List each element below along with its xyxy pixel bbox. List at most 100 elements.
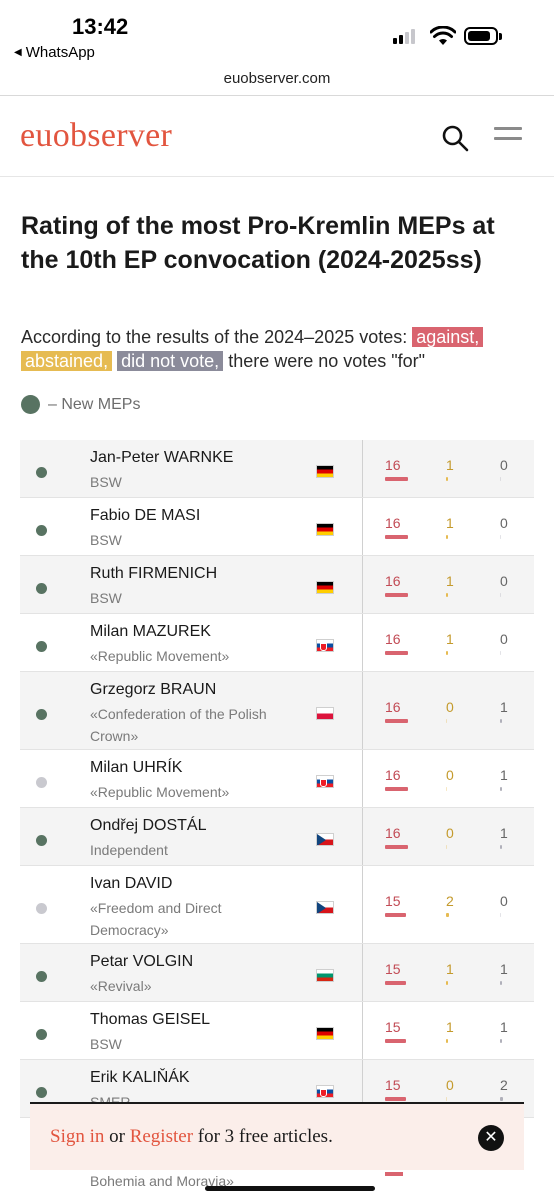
- returning-mep-dot: [36, 777, 47, 788]
- legend-not-voted: did not vote,: [117, 351, 224, 371]
- register-link[interactable]: Register: [129, 1126, 194, 1147]
- not-voted-bar: [500, 593, 501, 597]
- paywall-suffix: for 3 free articles.: [193, 1126, 333, 1147]
- not-voted-bar: [500, 719, 502, 723]
- not-voted-bar: [500, 535, 501, 539]
- mep-name: Erik KALIŇÁK: [90, 1069, 190, 1086]
- status-time: 13:42: [72, 14, 129, 39]
- not-voted-count: 0: [500, 515, 508, 531]
- new-mep-dot: [36, 1029, 47, 1040]
- mep-ranking-table: Jan-Peter WARNKE BSW 16 1 0 Fabio DE MASI BSW 1…: [20, 440, 534, 1118]
- search-icon[interactable]: [440, 123, 470, 153]
- not-voted-count: 1: [500, 825, 508, 841]
- close-icon[interactable]: ✕: [478, 1125, 504, 1151]
- abstained-bar: [446, 981, 448, 985]
- url-bar[interactable]: euobserver.com: [0, 66, 554, 96]
- not-voted-count: 1: [500, 1019, 508, 1035]
- mep-name: Grzegorz BRAUN: [90, 681, 217, 698]
- returning-mep-dot: [36, 903, 47, 914]
- column-divider: [362, 672, 363, 749]
- article-title: Rating of the most Pro-Kremlin MEPs at t…: [21, 212, 495, 274]
- new-meps-label: – New MEPs: [48, 395, 141, 413]
- abstained-count: 1: [446, 1019, 454, 1035]
- new-mep-dot: [36, 1087, 47, 1098]
- mep-party: BSW: [90, 532, 122, 548]
- not-voted-bar: [500, 913, 501, 917]
- against-count: 16: [385, 699, 401, 715]
- mep-party: BSW: [90, 590, 122, 606]
- table-row: Milan UHRÍK «Republic Movement» 16 0 1: [20, 750, 534, 808]
- battery-icon: [464, 27, 502, 45]
- abstained-count: 0: [446, 767, 454, 783]
- mep-name: Ondřej DOSTÁL: [90, 817, 207, 834]
- menu-icon[interactable]: [494, 127, 522, 147]
- abstained-bar: [446, 787, 447, 791]
- site-logo[interactable]: euobserver: [20, 117, 173, 154]
- abstained-bar: [446, 719, 447, 723]
- not-voted-count: 0: [500, 631, 508, 647]
- column-divider: [362, 1060, 363, 1117]
- mep-party: «Revival»: [90, 978, 152, 994]
- legend-abstained: abstained,: [21, 351, 113, 371]
- sign-in-link[interactable]: Sign in: [50, 1126, 105, 1147]
- abstained-bar: [446, 1097, 447, 1101]
- mep-party: BSW: [90, 474, 122, 490]
- site-header: euobserver: [0, 97, 554, 177]
- mep-party: «Freedom and Direct Democracy»: [90, 900, 222, 938]
- table-row: Thomas GEISEL BSW 15 1 1: [20, 1002, 534, 1060]
- vote-legend: According to the results of the 2024–202…: [21, 325, 541, 373]
- not-voted-count: 0: [500, 457, 508, 473]
- column-divider: [362, 614, 363, 671]
- new-mep-dot-icon: [21, 395, 40, 414]
- mep-name: Jan-Peter WARNKE: [90, 449, 234, 466]
- status-bar: 13:42 ◀ WhatsApp: [0, 0, 554, 66]
- mep-name: Fabio DE MASI: [90, 507, 201, 524]
- flag-cz-icon: [316, 901, 334, 914]
- not-voted-count: 1: [500, 961, 508, 977]
- legend-suffix: there were no votes "for": [228, 351, 426, 371]
- paywall-text: Sign in or Register for 3 free articles.: [50, 1126, 333, 1148]
- flag-de-icon: [316, 581, 334, 594]
- abstained-count: 0: [446, 1077, 454, 1093]
- home-indicator[interactable]: [205, 1186, 375, 1191]
- partial-party-text: Bohemia and Moravia»: [90, 1173, 234, 1189]
- against-bar: [385, 845, 408, 849]
- flag-sk-icon: [316, 639, 334, 652]
- flag-de-icon: [316, 1027, 334, 1040]
- column-divider: [362, 750, 363, 807]
- abstained-count: 2: [446, 893, 454, 909]
- against-count: 15: [385, 893, 401, 909]
- mep-party: «Confederation of the Polish Crown»: [90, 706, 267, 744]
- column-divider: [362, 556, 363, 613]
- back-to-app-link[interactable]: ◀ WhatsApp: [14, 44, 95, 61]
- flag-sk-icon: [316, 775, 334, 788]
- mep-name: Milan MAZUREK: [90, 623, 211, 640]
- abstained-count: 0: [446, 699, 454, 715]
- against-bar: [385, 651, 408, 655]
- abstained-bar: [446, 535, 448, 539]
- against-bar: [385, 1097, 406, 1101]
- against-count: 16: [385, 767, 401, 783]
- new-mep-dot: [36, 709, 47, 720]
- against-bar: [385, 719, 408, 723]
- mep-name: Petar VOLGIN: [90, 953, 194, 970]
- paywall-or: or: [104, 1126, 130, 1147]
- not-voted-bar: [500, 1039, 502, 1043]
- against-count: 16: [385, 631, 401, 647]
- new-mep-dot: [36, 525, 47, 536]
- flag-cz-icon: [316, 833, 334, 846]
- against-count: 15: [385, 1019, 401, 1035]
- not-voted-bar: [500, 651, 501, 655]
- partial-against-bar: [385, 1172, 403, 1176]
- against-bar: [385, 535, 408, 539]
- table-row: Ondřej DOSTÁL Independent 16 0 1: [20, 808, 534, 866]
- new-mep-dot: [36, 835, 47, 846]
- column-divider: [362, 498, 363, 555]
- table-row: Grzegorz BRAUN «Confederation of the Poli…: [20, 672, 534, 750]
- paywall-banner: Sign in or Register for 3 free articles.…: [30, 1102, 524, 1170]
- new-mep-dot: [36, 583, 47, 594]
- new-meps-legend: – New MEPs: [21, 395, 140, 414]
- column-divider: [362, 440, 363, 497]
- mep-party: BSW: [90, 1036, 122, 1052]
- against-bar: [385, 913, 406, 917]
